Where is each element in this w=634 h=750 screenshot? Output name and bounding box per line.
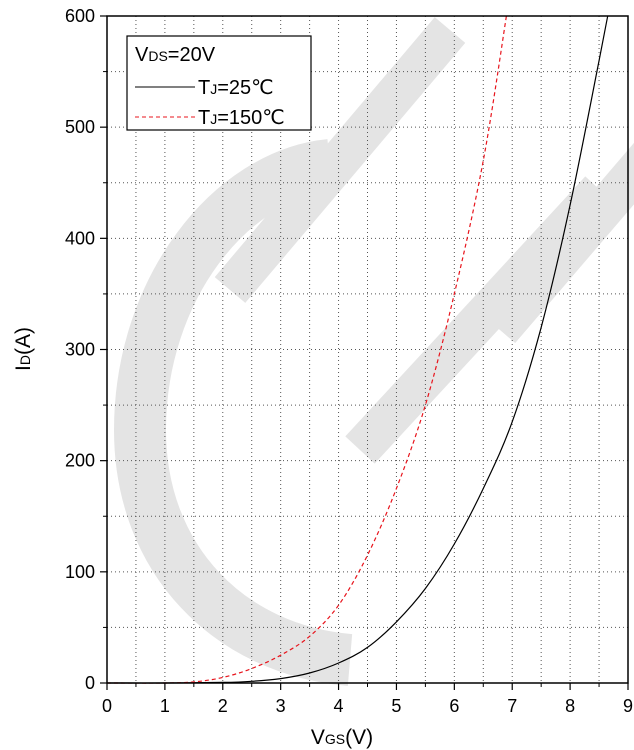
series-lines [106,15,609,684]
watermark-c-stroke [113,139,353,686]
watermark-strokes [214,17,634,464]
legend-label-tj25: TJ=25℃ [198,77,274,99]
x-tick-label: 4 [334,696,344,716]
legend-title: VDS=20V [135,44,216,66]
y-tick-label: 600 [65,6,95,26]
x-tick-label: 7 [507,696,517,716]
x-tick-label: 2 [218,696,228,716]
legend: VDS=20V TJ=25℃ TJ=150℃ [126,35,312,131]
x-tick-label: 3 [276,696,286,716]
y-axis-title: ID(A) [12,327,35,371]
y-tick-label: 500 [65,117,95,137]
y-tick-label: 200 [65,451,95,471]
x-tick-label: 5 [391,696,401,716]
axis-ticks: 0 1 2 3 4 5 6 7 8 9 0 100 200 300 400 500 600 [65,6,633,716]
legend-label-tj150: TJ=150℃ [198,107,285,129]
grid-lines [107,16,628,683]
y-tick-label: 100 [65,562,95,582]
y-tick-label: 400 [65,228,95,248]
y-tick-label: 300 [65,340,95,360]
x-tick-label: 8 [565,696,575,716]
series-line-tj25 [106,15,609,684]
x-tick-label: 6 [449,696,459,716]
series-line-tj150 [106,15,507,684]
x-axis-title: VGS(V) [311,726,373,749]
x-tick-label: 1 [160,696,170,716]
y-tick-label: 0 [85,673,95,693]
legend-box [126,35,312,131]
x-tick-label: 0 [102,696,112,716]
x-tick-label: 9 [623,696,633,716]
